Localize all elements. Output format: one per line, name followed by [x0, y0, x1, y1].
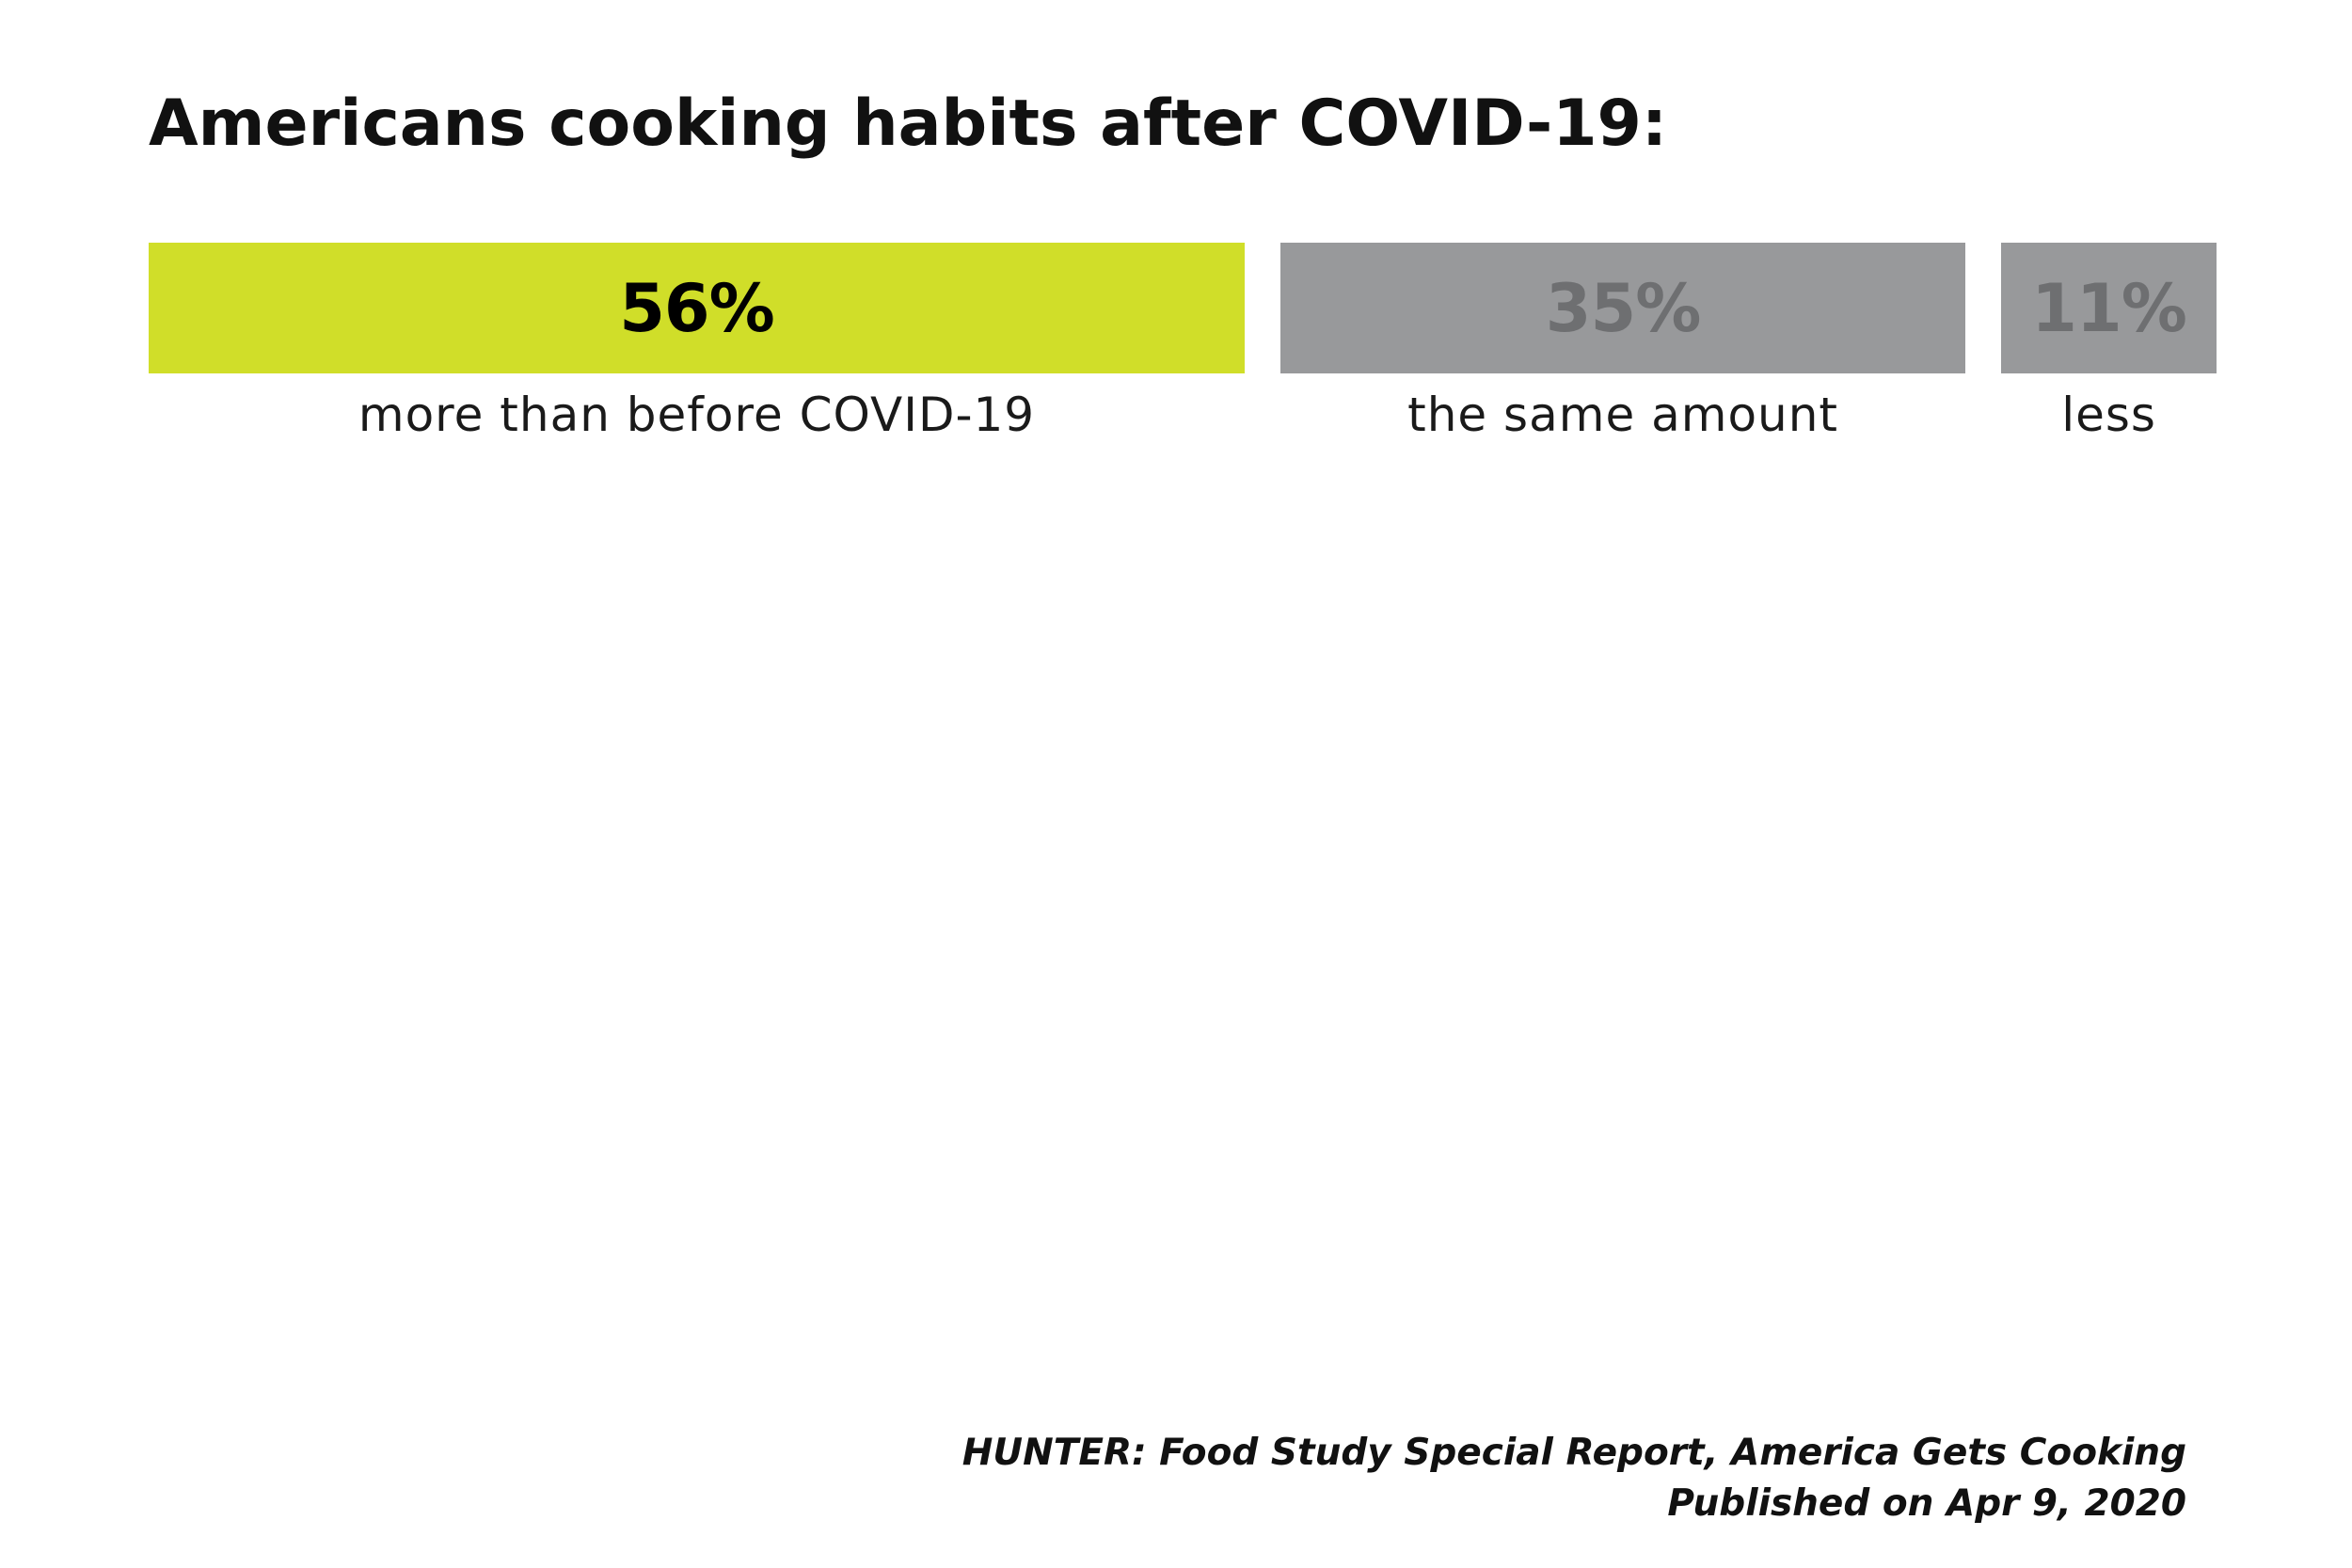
category-label: more than before COVID-19: [358, 388, 1036, 442]
bar-value-label: 56%: [619, 269, 775, 347]
bar-value-label: 35%: [1545, 269, 1702, 347]
category-label: the same amount: [1407, 388, 1839, 442]
chart-title: Americans cooking habits after COVID-19:: [149, 87, 1668, 161]
stacked-bar-strip: 56% more than before COVID-19 35% the same …: [0, 0, 2352, 489]
source-note: HUNTER: Food Study Special Report, Ameri…: [962, 1428, 2186, 1529]
bar-segment-less: 11%: [2001, 243, 2217, 373]
category-label: less: [2061, 388, 2156, 442]
bar-segment-the-same-amount: 35%: [1280, 243, 1966, 373]
bar-value-label: 11%: [2031, 269, 2187, 347]
bar-segment-more-than-before-covid-19: 56%: [149, 243, 1246, 373]
source-line-1: HUNTER: Food Study Special Report, Ameri…: [961, 1432, 2186, 1474]
source-line-2: Published on Apr 9, 2020: [1667, 1482, 2186, 1525]
